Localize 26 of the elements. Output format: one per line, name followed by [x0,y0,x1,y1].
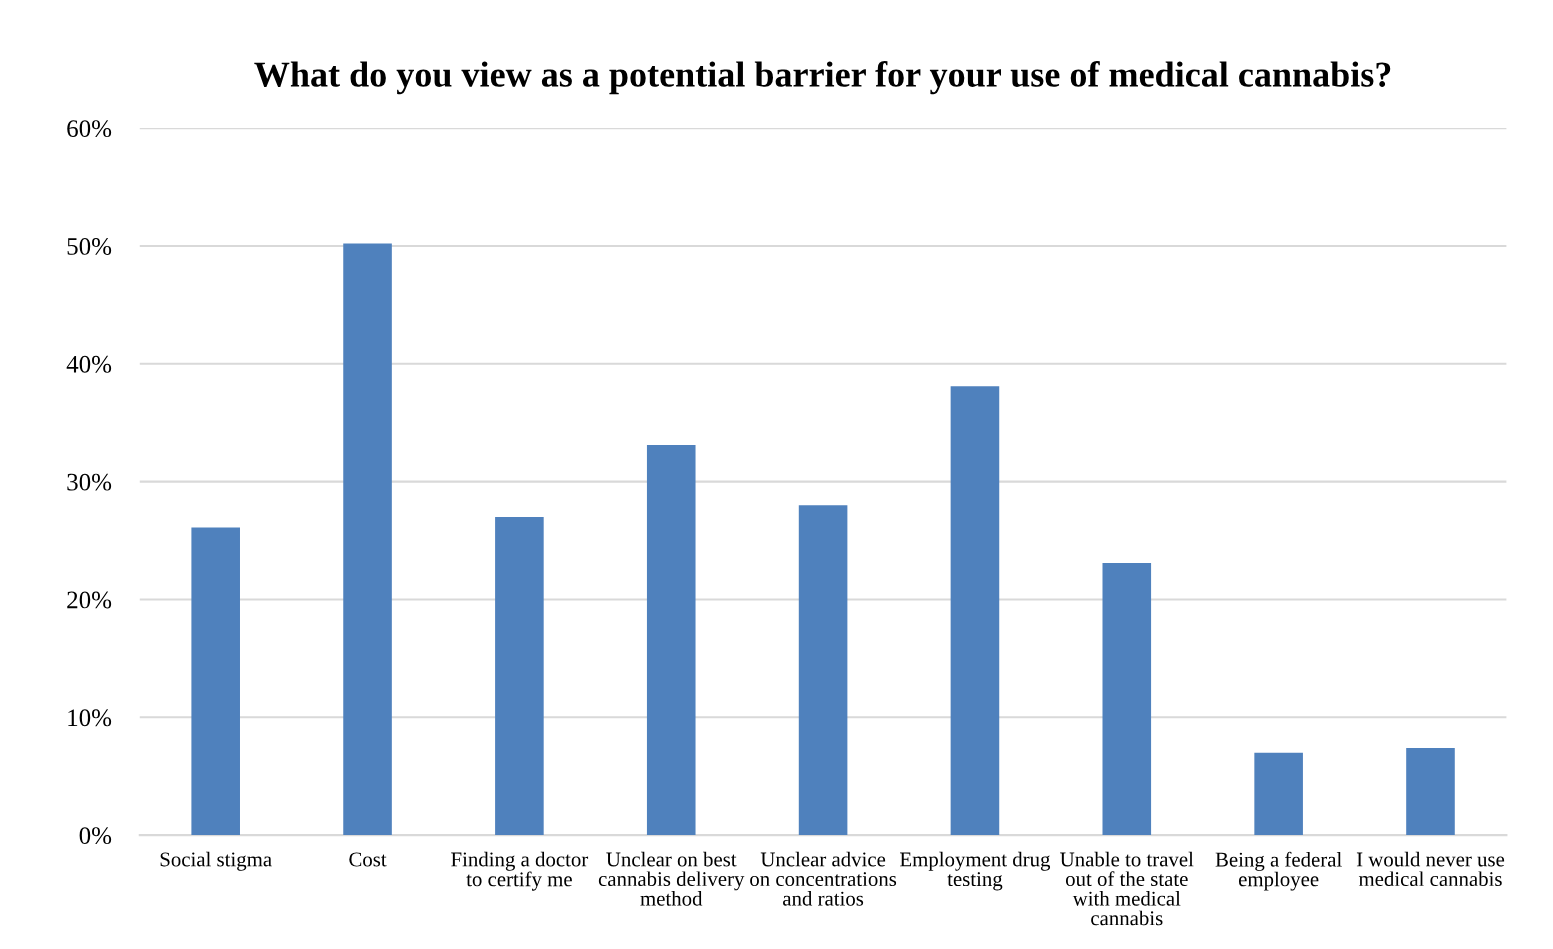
x-tick-label: Employment drug testing [900,851,1051,891]
bar [343,243,392,836]
y-tick-label: 20% [67,591,112,609]
x-tick-label: I would never use medical cannabis [1356,851,1505,887]
bar [1254,752,1303,836]
y-tick-label: 0% [79,827,112,845]
x-tick-label: Unable to travel out of the state with medical cannabis [1060,851,1194,926]
bar [646,445,696,836]
y-tick-label: 60% [67,120,112,138]
y-tick-label: 10% [68,709,112,727]
y-tick-label: 30% [67,473,112,491]
x-tick-label: Cost [349,852,387,867]
x-tick-label: Being a federal employee [1215,851,1342,891]
chart-title: What do you view as a potential barrier for your use of medical cannabis? [254,61,1391,95]
x-tick-label: Social stigma [160,851,272,871]
bar [191,527,240,836]
bar [495,516,544,836]
y-tick-label: 50% [67,238,112,255]
y-tick-label: 40% [66,355,112,373]
x-tick-label: Unclear on best cannabis delivery method [598,851,745,906]
bar [798,505,848,836]
bar [1102,562,1152,836]
bar [950,386,1000,836]
bar [1406,747,1455,836]
x-tick-label: Unclear advice on concentrations and ratios [750,851,897,906]
x-tick-label: Finding a doctor to certify me [451,851,589,891]
